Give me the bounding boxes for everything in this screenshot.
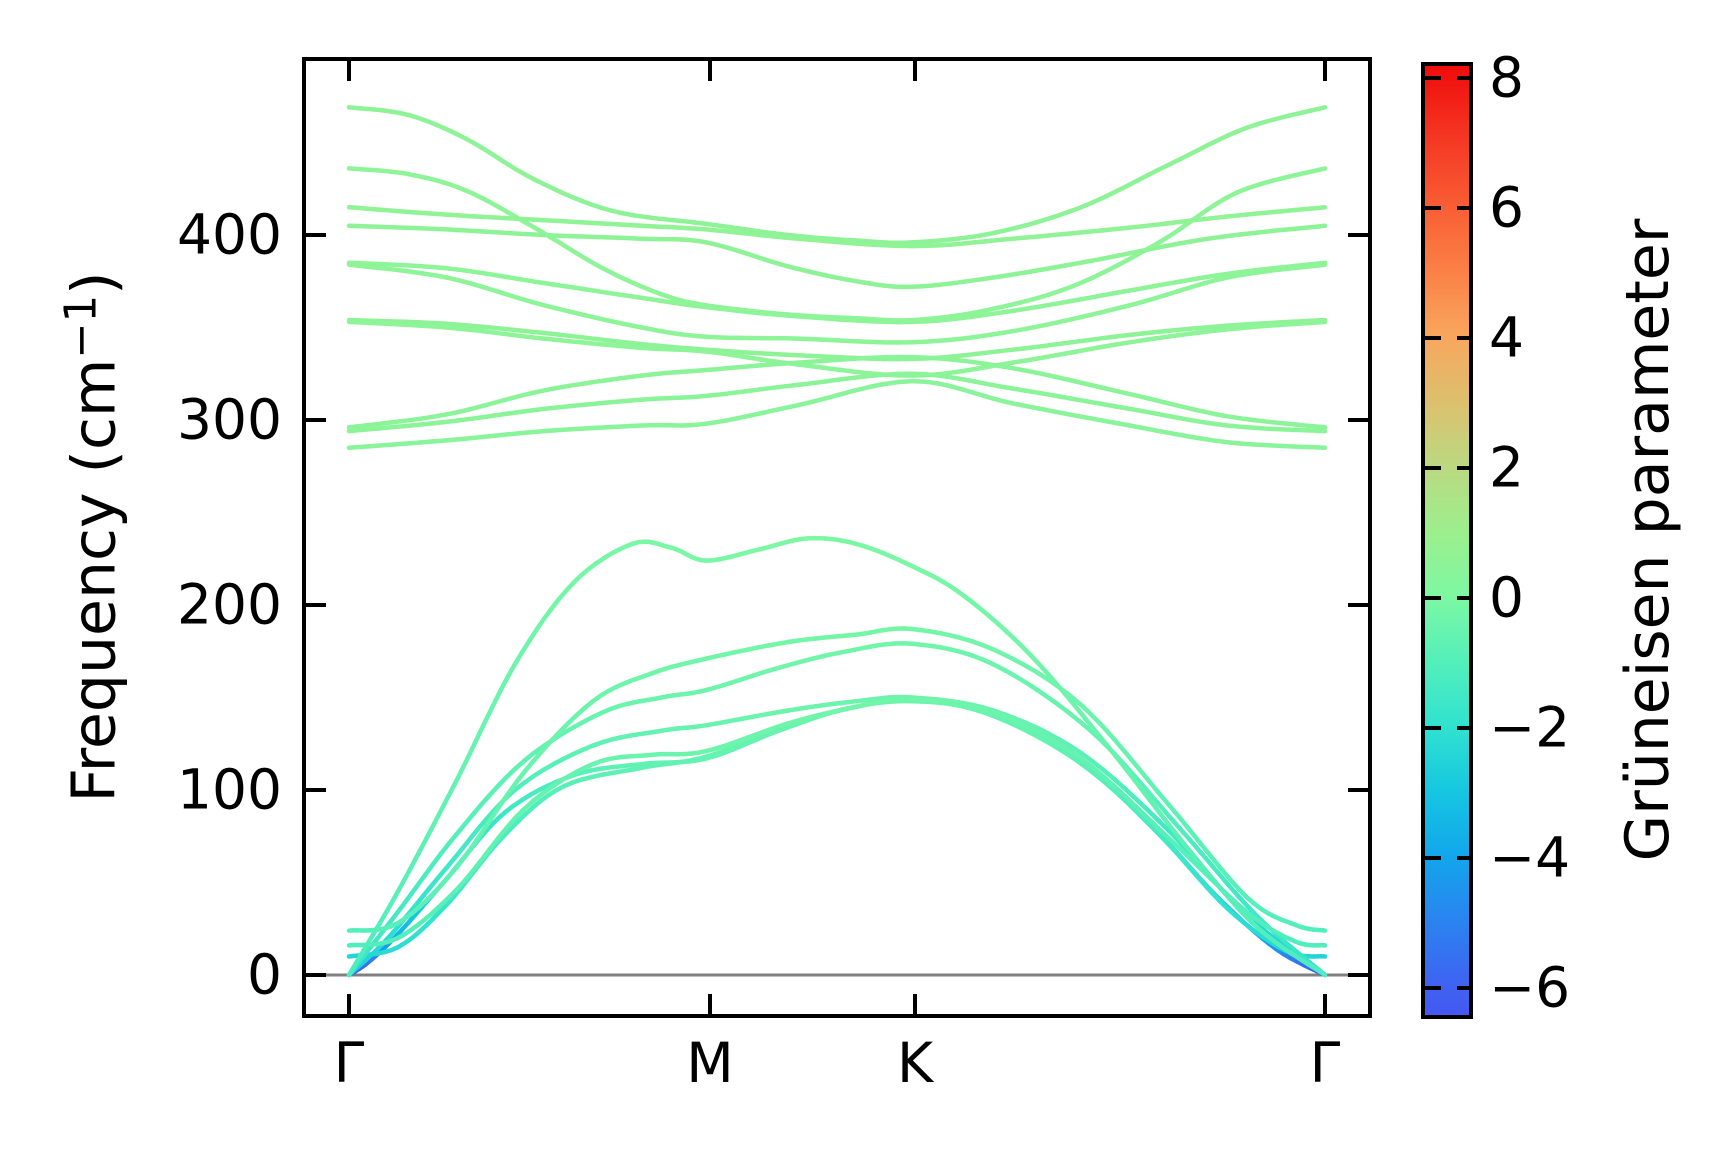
colorbar-tick-label-m4: −4 — [1489, 825, 1571, 890]
ytick-label-0: 0 — [247, 942, 282, 1007]
xtick-label-gamma-left: Γ — [333, 1031, 365, 1095]
xtick-label-k: K — [896, 1031, 934, 1095]
colorbar-label: Grüneisen parameter — [1613, 218, 1683, 862]
y-axis-label-close-paren: ) — [59, 271, 130, 295]
ytick-label-400: 400 — [177, 202, 282, 267]
xtick-label-gamma-right: Γ — [1309, 1031, 1341, 1095]
y-axis-label-superscript: −1 — [56, 294, 107, 359]
xtick-label-m: M — [686, 1031, 734, 1095]
colorbar-tick-label-8: 8 — [1489, 45, 1524, 110]
ytick-label-300: 300 — [177, 387, 282, 452]
ytick-label-100: 100 — [177, 757, 282, 822]
colorbar-tick-label-4: 4 — [1489, 305, 1524, 370]
colorbar-tick-label-0: 0 — [1489, 565, 1524, 630]
colorbar-tick-label-2: 2 — [1489, 435, 1524, 500]
y-axis-label-text: Frequency (cm — [59, 358, 130, 803]
colorbar-tick-label-m6: −6 — [1489, 955, 1571, 1020]
colorbar-tick-label-m2: −2 — [1489, 695, 1571, 760]
colorbar-tick-label-6: 6 — [1489, 175, 1524, 240]
ytick-label-200: 200 — [177, 572, 282, 637]
y-axis-label: Frequency (cm−1) — [51, 272, 129, 803]
